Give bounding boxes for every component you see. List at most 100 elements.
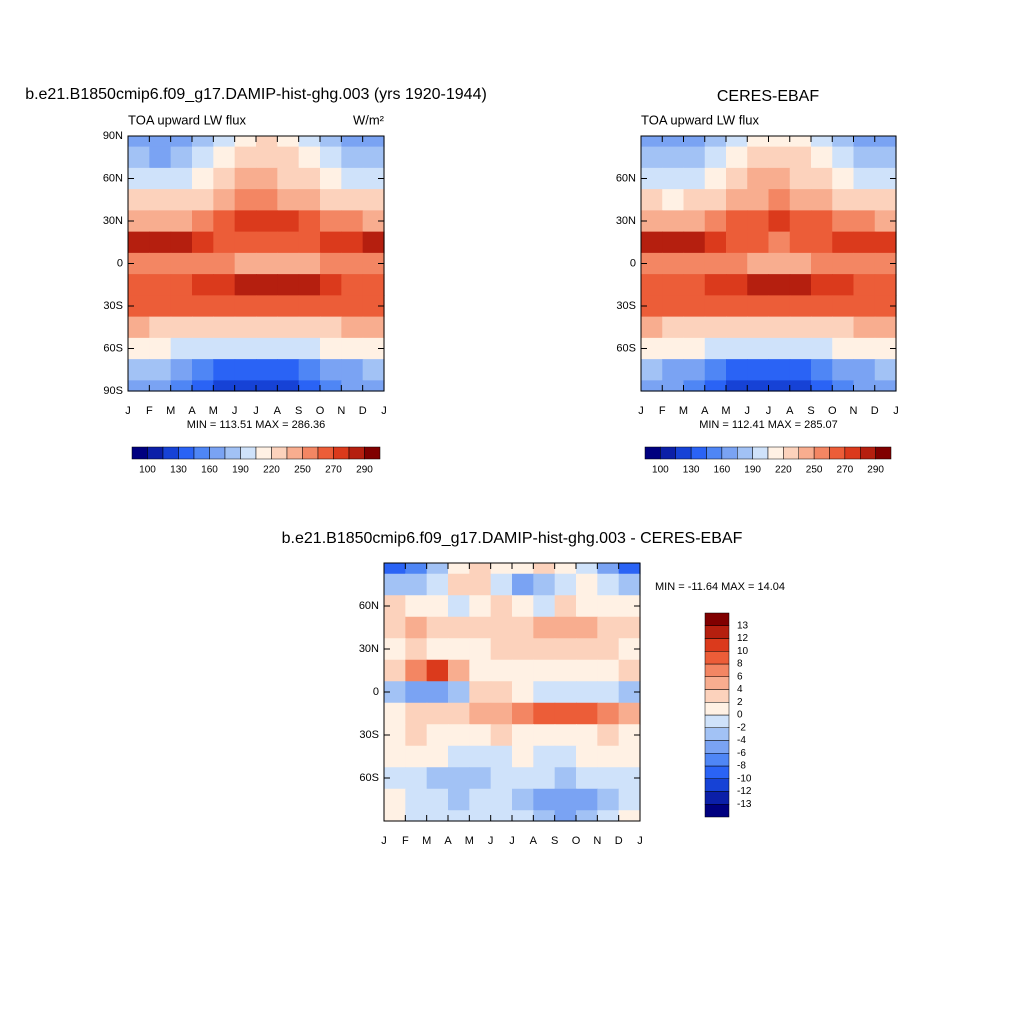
colorbar-label: -6 [737,748,746,759]
contour-cell [747,316,770,339]
y-tick-label: 30S [616,300,636,312]
contour-cell [298,146,321,169]
contour-cell [768,231,791,254]
contour-cell [832,189,855,211]
contour-cell [874,167,897,190]
contour-cell [469,616,492,639]
x-tick-label: D [871,405,879,417]
x-tick-label: J [253,405,259,417]
contour-cell [384,788,406,811]
contour-cell [341,295,364,318]
contour-cell [662,167,685,190]
contour-cell [320,189,342,211]
contour-cell [298,380,321,392]
contour-cell [768,295,791,318]
contour-cell [213,274,236,296]
contour-cell [234,274,257,296]
contour-cell [853,231,876,254]
colorbar-label: 290 [356,465,373,476]
contour-cell [747,167,770,190]
contour-cell [213,231,236,254]
contour-cell [789,380,812,392]
contour-cell [469,702,492,725]
contour-cell [641,167,663,190]
y-tick-label: 0 [117,257,123,269]
contour-cell [256,380,278,392]
contour-cell [618,702,641,725]
contour-cell [874,295,897,318]
contour-cell [704,359,727,381]
colorbar-box [660,446,676,460]
contour-cell [874,380,897,392]
contour-cell [747,189,770,211]
contour-cell [170,359,193,381]
contour-cell [426,681,449,704]
contour-cell [597,681,620,704]
contour-cell [811,274,833,296]
contour-cell [597,595,620,618]
contour-cell [298,252,321,275]
contour-cell [747,274,770,296]
contour-cell [149,189,172,211]
contour-cell [490,810,513,822]
colorbar-label: 13 [737,620,749,631]
contour-cell [597,724,620,747]
contour-cell [362,359,385,381]
contour-cell [469,563,492,575]
contour-cell [874,210,897,233]
contour-cell [874,231,897,254]
contour-cell [234,210,257,233]
x-tick-label: O [828,405,837,417]
colorbar-label: -13 [737,799,752,810]
contour-cell [128,210,150,233]
x-tick-label: S [551,835,558,847]
colorbar-box [364,446,381,460]
contour-cell [512,595,534,618]
contour-cell [597,659,620,682]
contour-cell [448,702,470,725]
contour-cell [576,724,598,747]
contour-cell [213,252,236,275]
contour-cell [469,681,492,704]
contour-cell [490,681,513,704]
colorbar-box [209,446,226,460]
colorbar-box [721,446,738,460]
contour-cell [832,359,855,381]
contour-cell [426,563,449,575]
x-tick-label: A [188,405,196,417]
contour-cell [811,231,833,254]
contour-cell [747,146,770,169]
contour-cell [576,745,598,768]
contour-cell [853,295,876,318]
colorbar-box [131,446,148,460]
colorbar-label: 6 [737,671,743,682]
contour-cell [298,167,321,190]
contour-cell [811,210,833,233]
contour-cell [469,788,492,811]
contour-cell [341,337,364,360]
contour-cell [341,146,364,169]
contour-cell [512,702,534,725]
colorbar-box [690,446,707,460]
x-tick-label: O [572,835,581,847]
contour-cell [213,210,236,233]
contour-cell [662,274,685,296]
contour-cell [298,337,321,360]
contour-cell [341,274,364,296]
contour-cell [789,252,812,275]
contour-cell [128,136,150,148]
contour-cell [341,316,364,339]
contour-cell [704,337,727,360]
contour-cell [362,210,385,233]
contour-cell [426,810,449,822]
contour-cell [832,231,855,254]
contour-cell [234,380,257,392]
contour-cell [320,252,342,275]
x-tick-label: J [893,405,899,417]
contour-cell [641,295,663,318]
contour-cell [554,724,577,747]
y-tick-label: 60N [103,172,123,184]
contour-cell [832,167,855,190]
contour-cell [512,724,534,747]
